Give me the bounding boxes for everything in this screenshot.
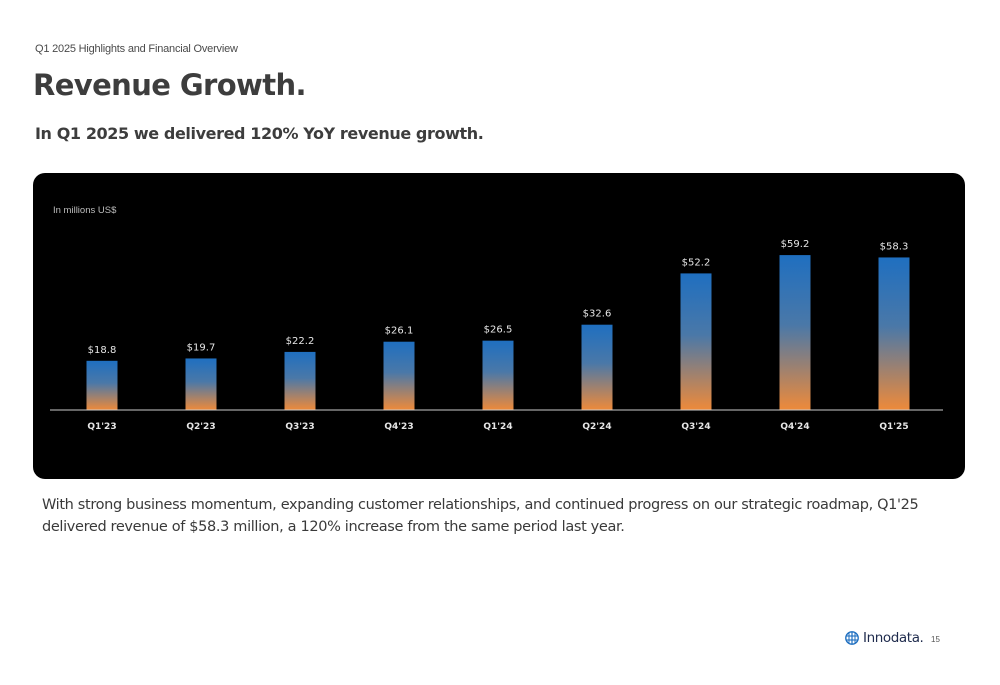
page-title: Revenue Growth. (33, 68, 307, 102)
unit-note: In millions US$ (53, 205, 117, 216)
globe-icon (845, 631, 859, 645)
summary-paragraph: With strong business momentum, expanding… (42, 497, 919, 535)
bar-Q1'25 (878, 257, 910, 410)
data-label: $18.8 (88, 345, 117, 356)
bar-Q4'24 (779, 255, 811, 410)
bars-group: $18.8 Q1'23 $19.7 Q2'23 $22.2 Q3'23 $26.1 Q4'23… (86, 239, 910, 432)
bar-Q2'24 (581, 324, 613, 410)
page-subtitle: In Q1 2025 we delivered 120% YoY revenue… (35, 124, 484, 143)
bar-Q2'23 (185, 358, 217, 410)
x-tick-label: Q2'24 (582, 422, 611, 432)
revenue-chart-panel: In millions US$ $18.8 Q1'23 $19.7 Q2'23 $22.… (33, 173, 965, 479)
data-label: $59.2 (781, 239, 810, 250)
bar-Q3'24 (680, 273, 712, 410)
x-tick-label: Q4'24 (780, 422, 809, 432)
x-tick-label: Q3'24 (681, 422, 710, 432)
bar-Q3'23 (284, 351, 316, 410)
x-tick-label: Q1'23 (87, 422, 116, 432)
bar-Q1'24 (482, 340, 514, 410)
bar-Q1'23 (86, 360, 118, 410)
logo-text: Innodata. (863, 630, 924, 646)
x-tick-label: Q2'23 (186, 422, 215, 432)
x-tick-label: Q1'25 (879, 422, 908, 432)
innodata-logo: Innodata. (845, 630, 924, 646)
data-label: $26.1 (385, 326, 414, 337)
data-label: $22.2 (286, 336, 315, 347)
revenue-bar-chart: In millions US$ $18.8 Q1'23 $19.7 Q2'23 $22.… (50, 205, 943, 432)
data-label: $58.3 (880, 241, 909, 252)
x-tick-label: Q3'23 (285, 422, 314, 432)
x-tick-label: Q4'23 (384, 422, 413, 432)
data-label: $32.6 (583, 309, 612, 320)
page-number: 15 (931, 635, 940, 644)
data-label: $52.2 (682, 257, 711, 268)
data-label: $19.7 (187, 342, 216, 353)
x-tick-label: Q1'24 (483, 422, 512, 432)
bar-Q4'23 (383, 341, 415, 410)
data-label: $26.5 (484, 325, 513, 336)
eyebrow-text: Q1 2025 Highlights and Financial Overvie… (35, 43, 238, 55)
